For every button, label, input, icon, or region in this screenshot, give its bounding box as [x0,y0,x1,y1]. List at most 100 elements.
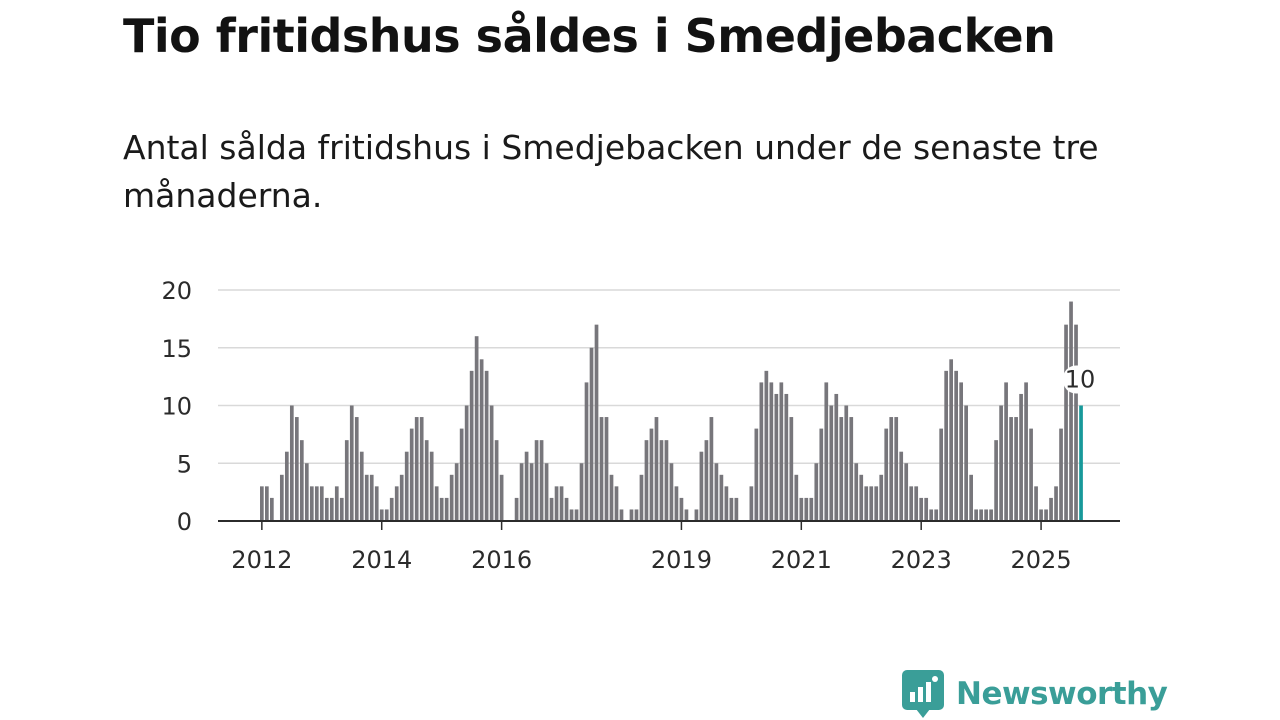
bar [594,324,599,521]
x-tick-label: 2025 [1011,546,1072,574]
bar [389,497,394,521]
bar [719,474,724,521]
bar [779,382,784,521]
bar [684,509,689,521]
bar [754,428,759,521]
bar [599,417,604,521]
bar [709,417,714,521]
x-tick-label: 2019 [651,546,712,574]
bar [429,451,434,521]
bar [959,382,963,521]
bar [304,463,309,521]
bar [639,474,644,521]
bar [454,463,459,521]
bar [529,463,534,521]
bar [924,497,929,521]
bar [964,405,968,521]
bar [794,474,799,521]
bar [260,486,264,521]
bar [614,486,619,521]
bar [1034,486,1038,521]
bar [559,486,564,521]
bar [324,497,329,521]
bar [789,417,794,521]
bar [484,370,489,521]
bar [519,463,524,521]
bar [469,370,474,521]
bar [884,428,889,521]
bar [759,382,764,521]
bar [409,428,414,521]
bar [904,463,909,521]
bar [869,486,874,521]
bar [734,497,739,521]
bar [649,428,654,521]
bar [989,509,993,521]
bar [674,486,679,521]
y-gridlines [218,289,1120,464]
bar [359,451,364,521]
bar [809,497,814,521]
bar [354,417,359,521]
bar [279,474,284,521]
bar [1014,417,1018,521]
bar [874,486,879,521]
bar [609,474,614,521]
bar [269,497,274,521]
bar [824,382,829,521]
bar [1039,509,1043,521]
bar [579,463,584,521]
bar [814,463,819,521]
bars [260,301,1083,521]
bar [984,509,988,521]
bar [604,417,609,521]
bar [289,405,294,521]
y-tick-label: 15 [161,335,192,363]
bar [764,370,769,521]
bar [974,509,978,521]
bar [1064,324,1068,521]
bar [1019,393,1023,521]
bar [1029,428,1033,521]
bar [339,497,344,521]
bar [294,417,299,521]
bar [774,393,779,521]
bar [394,486,399,521]
y-tick-label: 10 [161,393,192,421]
bar [544,463,549,521]
highlight-label: 10 [1065,366,1096,394]
bar [934,509,939,521]
bar [419,417,424,521]
bar [834,393,839,521]
bar [994,440,998,521]
bar [439,497,444,521]
x-tick-label: 2021 [771,546,832,574]
bar [844,405,849,521]
bar [539,440,544,521]
bar [265,486,269,521]
x-tick-label: 2014 [351,546,412,574]
bar [634,509,639,521]
bar [424,440,429,521]
bar [329,497,334,521]
bar [949,359,954,521]
bar [1004,382,1008,521]
bar [374,486,379,521]
bar [554,486,559,521]
bar [1059,428,1063,521]
bar [404,451,409,521]
bar [864,486,869,521]
bar [474,336,479,521]
highlight-label-group: 10 [1063,365,1098,394]
y-tick-labels: 0 5 10 15 20 [161,277,192,536]
bar [664,440,669,521]
brand-name: Newsworthy [956,676,1168,712]
bar [524,451,529,521]
bar [1009,417,1013,521]
bar [534,440,539,521]
bar [729,497,734,521]
bar [314,486,319,521]
bar [969,474,973,521]
bar [564,497,569,521]
bar [659,440,664,521]
